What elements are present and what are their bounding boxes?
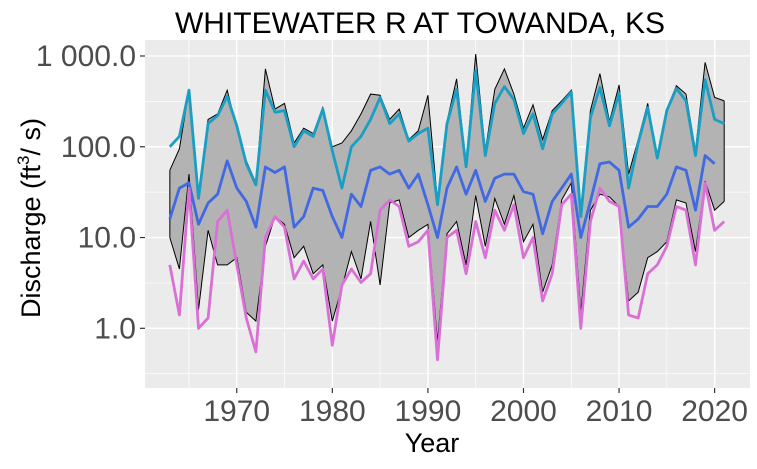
x-tick-label: 2020 <box>681 395 748 428</box>
x-axis: 1970 1980 1990 2000 2010 2020 <box>203 388 748 428</box>
x-tick-label: 1990 <box>395 395 462 428</box>
y-axis-title: Discharge (ft3/ s) <box>14 118 46 318</box>
y-axis-title-suffix: / s) <box>16 118 46 156</box>
chart-title: WHITEWATER R AT TOWANDA, KS <box>175 7 665 40</box>
x-tick-label: 2000 <box>490 395 557 428</box>
y-tick-label: 1.0 <box>94 312 136 345</box>
y-tick-label: 10.0 <box>78 222 136 255</box>
series-line-upper <box>168 69 725 219</box>
y-axis-title-prefix: Discharge (ft <box>16 164 46 318</box>
x-tick-label: 1980 <box>299 395 366 428</box>
x-tick-label: 1970 <box>203 395 270 428</box>
series-line-middle <box>168 154 716 239</box>
y-tick-label: 100.0 <box>61 131 136 164</box>
series-lines <box>168 69 726 362</box>
x-tick-label: 2010 <box>586 395 653 428</box>
y-tick-label: 1 000.0 <box>36 40 136 73</box>
y-axis: 1.0 10.0 100.0 1 000.0 <box>36 40 145 345</box>
series-line-lower <box>168 181 726 362</box>
band-area <box>169 54 725 343</box>
x-axis-title: Year <box>405 428 460 458</box>
y-axis-title-superscript: 3 <box>14 155 33 164</box>
